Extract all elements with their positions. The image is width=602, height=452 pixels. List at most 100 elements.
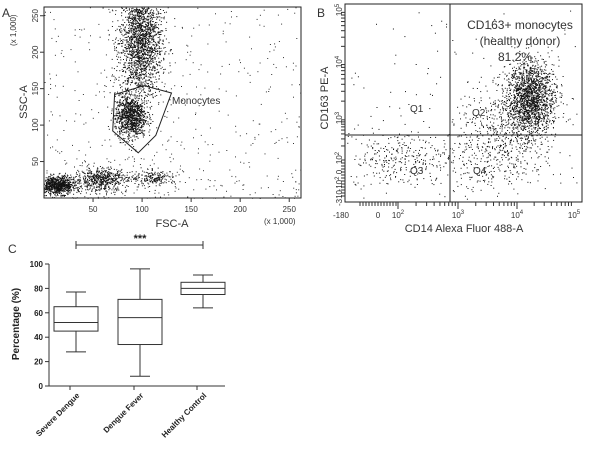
- scatter-point: [52, 146, 54, 148]
- scatter-point: [65, 179, 67, 181]
- scatter-point: [53, 188, 55, 190]
- scatter-point: [163, 86, 165, 88]
- scatter-point: [165, 51, 167, 53]
- scatter-point: [152, 49, 154, 51]
- scatter-point: [145, 62, 147, 63]
- scatter-point: [143, 77, 145, 79]
- scatter-point: [137, 77, 139, 79]
- scatter-point: [145, 76, 147, 77]
- scatter-point: [114, 159, 116, 161]
- scatter-point: [143, 68, 145, 70]
- scatter-point: [118, 181, 120, 183]
- scatter-point: [143, 26, 145, 28]
- scatter-point: [121, 7, 123, 9]
- scatter-point: [135, 95, 137, 97]
- scatter-point: [150, 48, 152, 50]
- scatter-point: [150, 46, 152, 48]
- scatter-point: [139, 33, 141, 35]
- scatter-point: [221, 65, 223, 67]
- scatter-point: [114, 126, 116, 128]
- scatter-point: [156, 179, 158, 181]
- scatter-point: [164, 83, 166, 85]
- scatter-point: [140, 43, 141, 45]
- scatter-point: [66, 190, 68, 191]
- scatter-point: [117, 121, 118, 123]
- scatter-point: [76, 171, 77, 173]
- scatter-point: [160, 34, 162, 35]
- scatter-point: [116, 118, 118, 120]
- scatter-point: [130, 28, 132, 30]
- scatter-point: [174, 25, 176, 27]
- scatter-point: [132, 42, 133, 44]
- scatter-point: [108, 161, 110, 163]
- scatter-point: [137, 122, 139, 124]
- scatter-point: [141, 115, 143, 117]
- scatter-point: [132, 119, 133, 121]
- scatter-point: [179, 181, 181, 183]
- scatter-point: [142, 136, 144, 138]
- scatter-point: [55, 74, 57, 76]
- scatter-point: [150, 20, 151, 22]
- scatter-point: [137, 132, 139, 134]
- scatter-point: [136, 21, 138, 23]
- scatter-point: [133, 47, 135, 48]
- scatter-point: [137, 119, 139, 121]
- scatter-point: [157, 11, 159, 13]
- scatter-point: [155, 22, 156, 23]
- scatter-point: [56, 189, 58, 191]
- scatter-point: [109, 92, 111, 94]
- scatter-point: [120, 28, 122, 30]
- scatter-point: [133, 130, 135, 132]
- scatter-point: [126, 106, 128, 107]
- scatter-point: [141, 86, 143, 88]
- scatter-point: [125, 91, 127, 93]
- scatter-point: [138, 88, 140, 90]
- scatter-point: [150, 122, 152, 124]
- scatter-point: [104, 188, 106, 190]
- scatter-point: [130, 45, 131, 47]
- scatter-point: [213, 185, 215, 187]
- scatter-point: [102, 171, 104, 172]
- scatter-point: [47, 184, 49, 186]
- scatter-point: [111, 178, 113, 180]
- scatter-point: [113, 168, 115, 170]
- scatter-point: [115, 178, 117, 180]
- scatter-point: [204, 141, 206, 143]
- scatter-point: [128, 111, 130, 113]
- scatter-point: [114, 174, 116, 176]
- scatter-point: [101, 179, 103, 181]
- scatter-point: [147, 36, 149, 38]
- scatter-point: [138, 43, 140, 45]
- scatter-point: [132, 30, 134, 32]
- scatter-point: [141, 111, 143, 113]
- scatter-point: [141, 127, 143, 129]
- scatter-point: [91, 171, 93, 173]
- scatter-point: [156, 181, 158, 183]
- scatter-point: [132, 98, 134, 100]
- scatter-point: [153, 39, 155, 41]
- scatter-point: [130, 63, 132, 64]
- scatter-point: [52, 180, 54, 182]
- scatter-point: [148, 69, 150, 71]
- scatter-point: [133, 112, 135, 114]
- scatter-point: [99, 91, 100, 93]
- scatter-point: [148, 33, 150, 35]
- scatter-point: [144, 60, 146, 62]
- scatter-point: [151, 74, 153, 76]
- scatter-point: [90, 172, 92, 174]
- scatter-point: [128, 148, 130, 150]
- scatter-point: [136, 136, 138, 138]
- scatter-point: [226, 150, 228, 151]
- scatter-point: [163, 175, 165, 177]
- scatter-point: [98, 23, 100, 25]
- scatter-point: [155, 33, 157, 35]
- scatter-point: [273, 49, 275, 51]
- scatter-point: [264, 153, 266, 155]
- scatter-point: [294, 12, 296, 14]
- scatter-point: [274, 46, 276, 48]
- scatter-point: [121, 177, 123, 179]
- scatter-point: [107, 178, 109, 180]
- scatter-point: [121, 105, 123, 107]
- scatter-point: [136, 125, 138, 127]
- scatter-point: [140, 25, 142, 27]
